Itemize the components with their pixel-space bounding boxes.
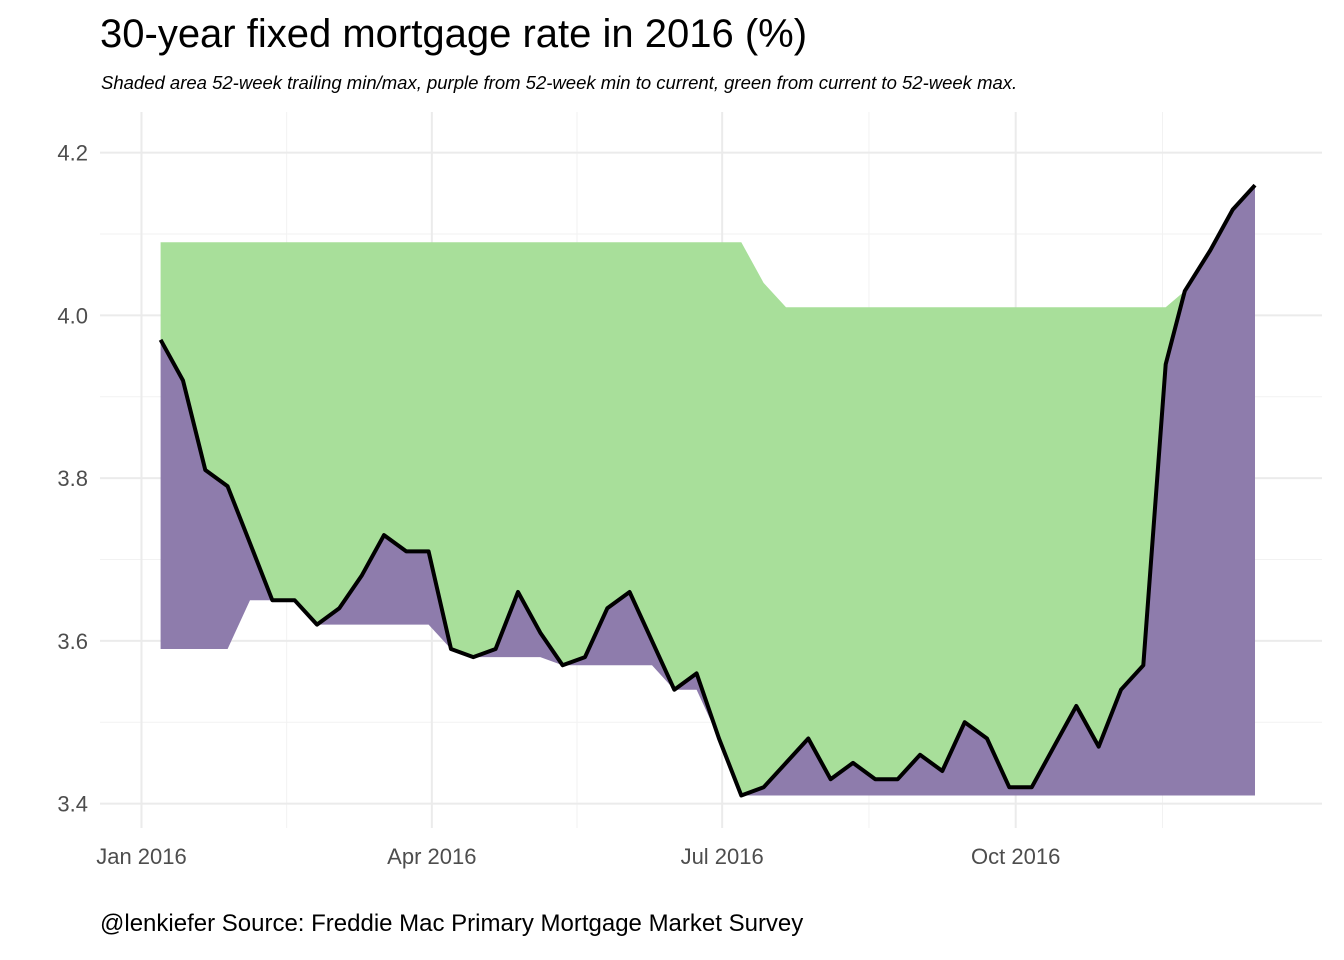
chart-title: 30-year fixed mortgage rate in 2016 (%) [100, 12, 808, 56]
x-axis-tick-labels: Jan 2016 Apr 2016 Jul 2016 Oct 2016 [96, 844, 1060, 869]
current-to-max-area [160, 185, 1256, 796]
y-tick-label: 3.6 [57, 629, 88, 654]
x-tick-label: Jul 2016 [681, 844, 764, 869]
min-to-current-area [160, 185, 1256, 796]
y-tick-label: 3.8 [57, 466, 88, 491]
y-axis-tick-labels: 3.4 3.6 3.8 4.0 4.2 [57, 141, 88, 817]
y-tick-label: 3.4 [57, 792, 88, 817]
x-tick-label: Oct 2016 [971, 844, 1060, 869]
chart-subtitle: Shaded area 52-week trailing min/max, pu… [101, 72, 1018, 93]
x-tick-label: Jan 2016 [96, 844, 187, 869]
x-tick-label: Apr 2016 [387, 844, 476, 869]
rate-line [158, 183, 1257, 798]
y-tick-label: 4.2 [57, 141, 88, 166]
chart-caption: @lenkiefer Source: Freddie Mac Primary M… [100, 910, 804, 937]
y-tick-label: 4.0 [57, 303, 88, 328]
